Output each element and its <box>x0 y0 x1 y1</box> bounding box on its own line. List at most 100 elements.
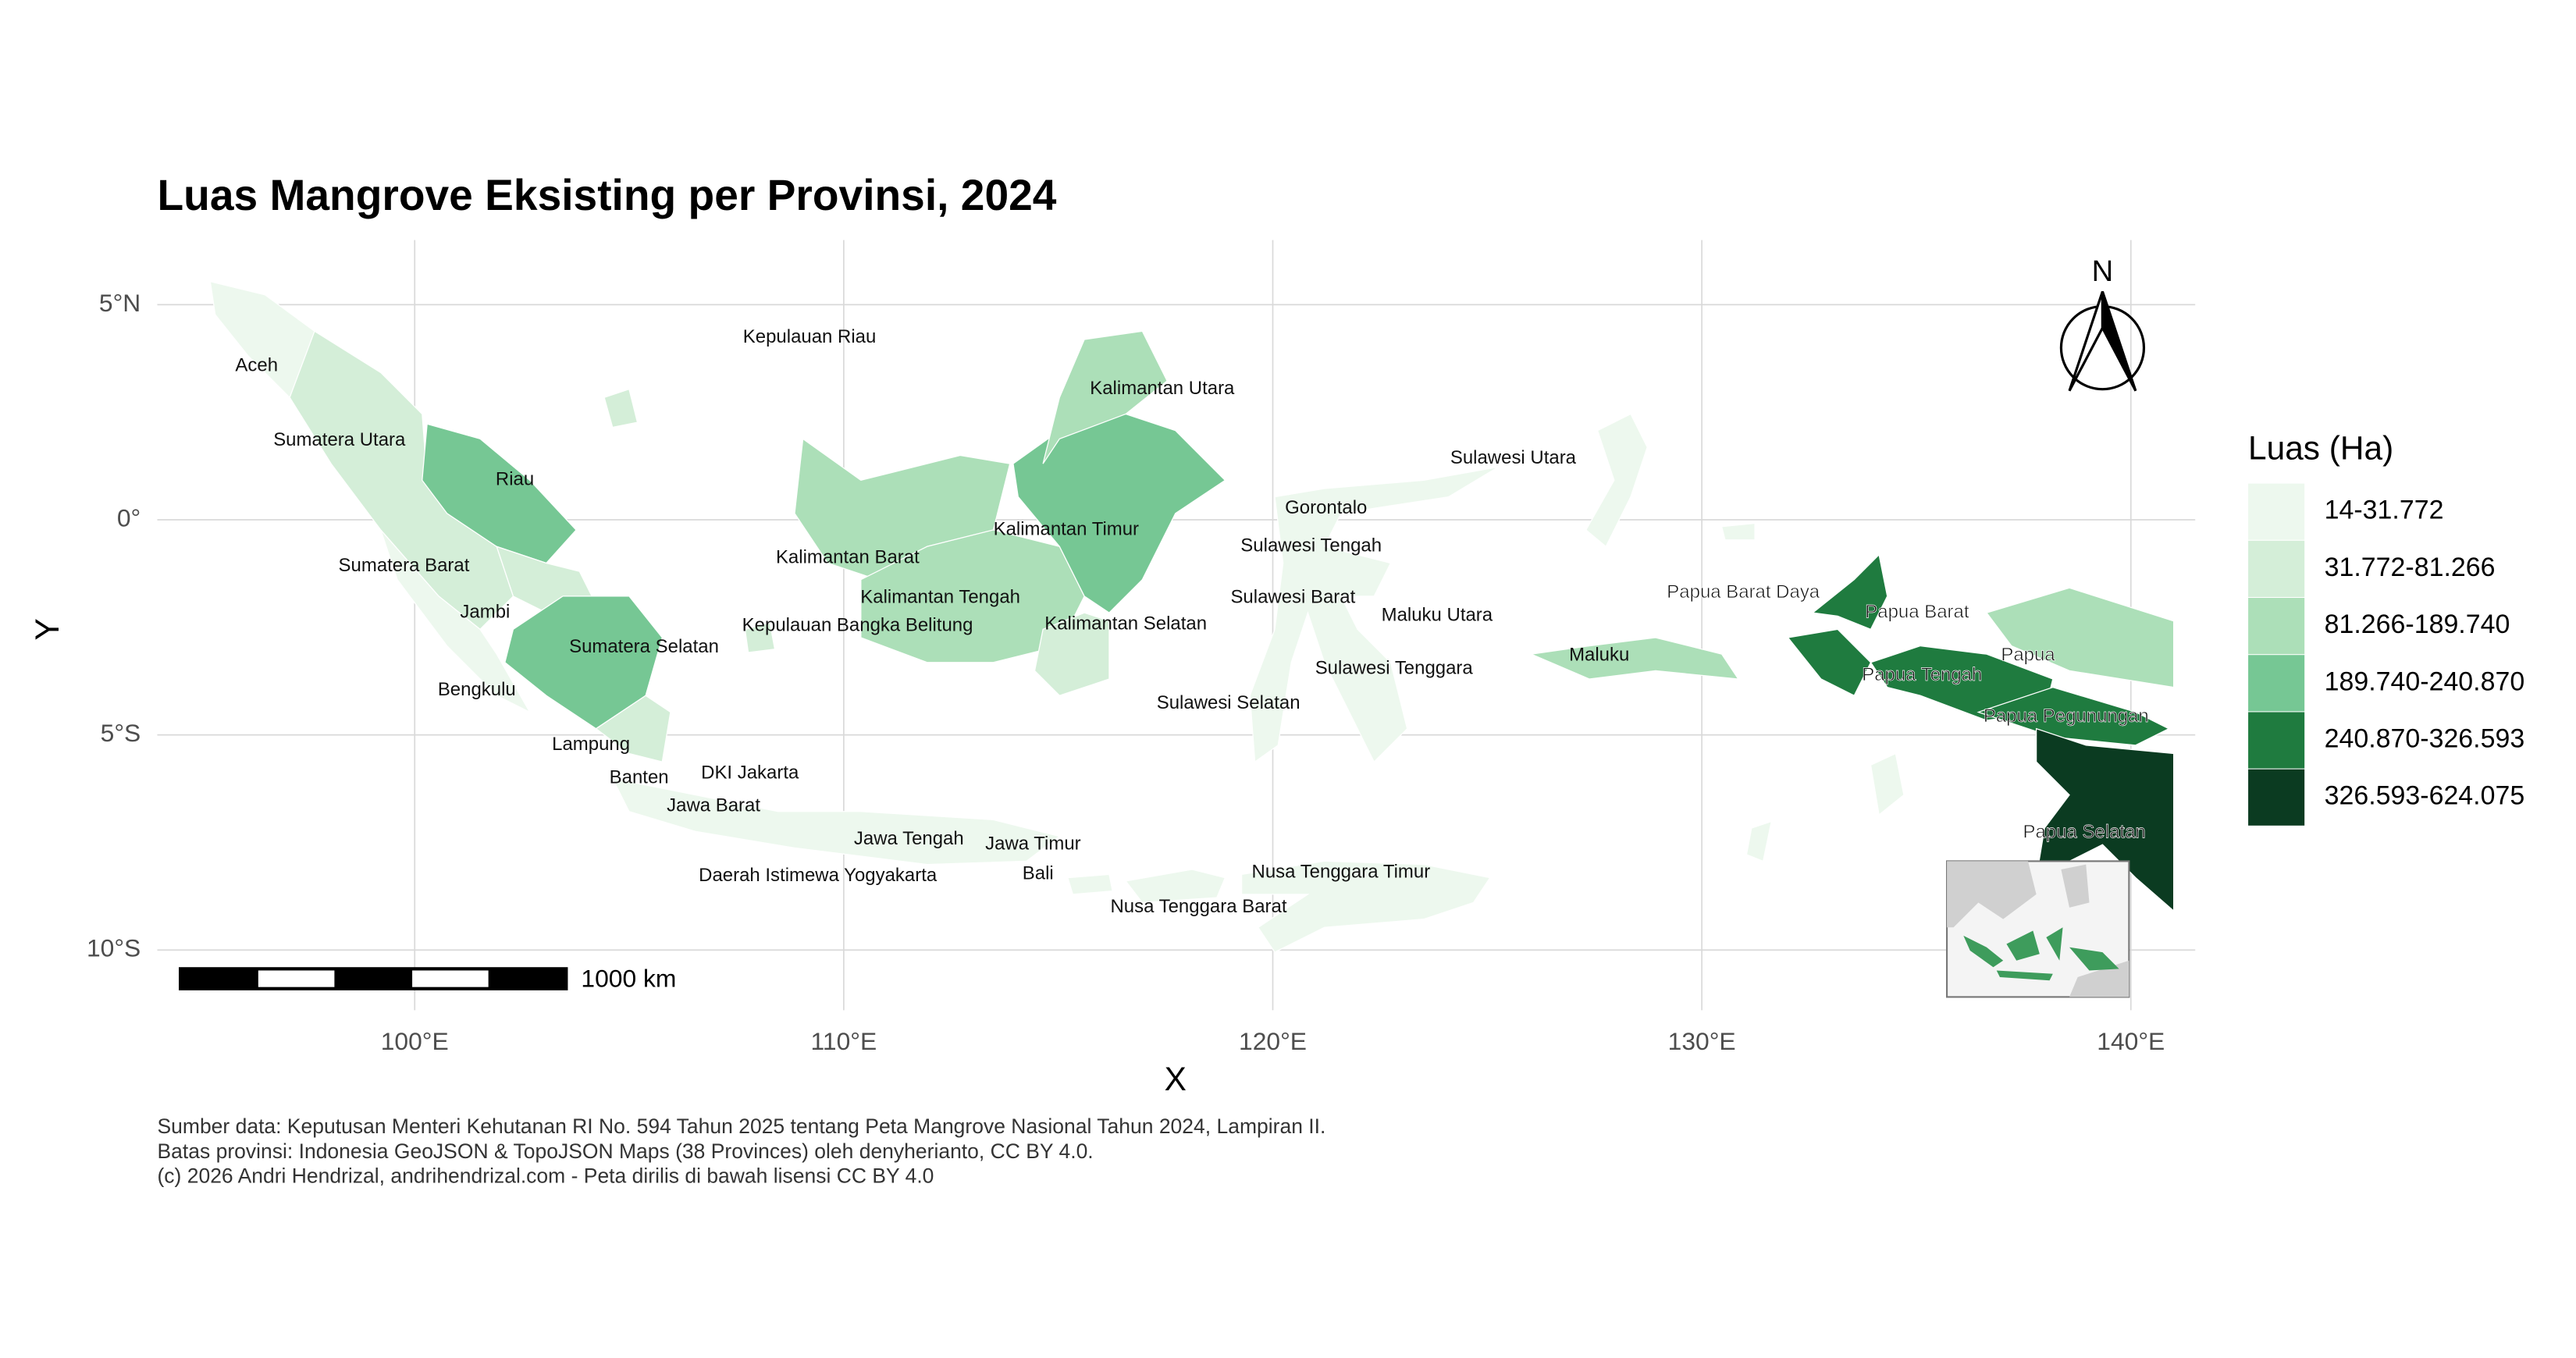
x-tick-label: 110°E <box>811 1027 877 1055</box>
province-label: DKI Jakarta <box>701 762 799 783</box>
province-label: Aceh <box>235 354 278 375</box>
province-label: Jawa Tengah <box>854 828 964 849</box>
province-label: Jambi <box>460 601 510 622</box>
province-label: Papua <box>2001 645 2055 666</box>
caption-line: (c) 2026 Andri Hendrizal, andrihendrizal… <box>157 1164 934 1188</box>
province-label: Lampung <box>552 734 630 755</box>
province-label: Papua Pegunungan <box>1984 706 2149 727</box>
province-label: Bengkulu <box>438 679 516 700</box>
legend-label: 189.740-240.870 <box>2325 667 2525 696</box>
province-label: Maluku Utara <box>1382 605 1493 626</box>
province-shape <box>1720 522 1756 541</box>
north-label: N <box>2092 254 2114 288</box>
province-shape <box>1067 873 1113 895</box>
scale-bar: 1000 km <box>179 965 676 993</box>
x-tick-label: 140°E <box>2097 1027 2165 1055</box>
legend-swatch <box>2248 712 2305 769</box>
province-label: Banten <box>610 767 669 788</box>
province-shape <box>1042 330 1168 464</box>
legend-label: 14-31.772 <box>2325 496 2444 525</box>
province-shape <box>611 777 1061 866</box>
legend-swatch <box>2248 598 2305 655</box>
province-shape <box>1529 637 1740 680</box>
province-label: Nusa Tenggara Barat <box>1110 896 1286 917</box>
inset-indonesia <box>1963 927 2119 981</box>
province-label: Jawa Barat <box>667 795 760 816</box>
scale-bar-frame <box>179 967 568 990</box>
province-shape <box>1870 752 1905 816</box>
province-label: Nusa Tenggara Timur <box>1252 862 1431 883</box>
province-label: Papua Tengah <box>1862 664 1982 685</box>
legend-swatch <box>2248 769 2305 826</box>
province-shape <box>2035 727 2175 912</box>
province-label: Kalimantan Timur <box>994 518 1139 539</box>
province-shape <box>1240 860 1491 953</box>
province-label: Kepulauan Riau <box>743 326 877 347</box>
province-shape <box>1811 553 1888 631</box>
province-shape <box>595 695 671 763</box>
legend-label: 31.772-81.266 <box>2325 553 2496 582</box>
province-label: Jawa Timur <box>985 834 1081 855</box>
legend-swatch <box>2248 483 2305 540</box>
province-shape <box>1985 587 2175 688</box>
province-label: Sulawesi Barat <box>1230 586 1355 607</box>
legend: 14-31.772 31.772-81.266 81.266-189.740 189.… <box>2248 483 2525 826</box>
province-label: Daerah Istimewa Yogyakarta <box>699 865 938 886</box>
y-tick-label: 5°S <box>101 719 141 747</box>
province-label: Kalimantan Tengah <box>860 586 1020 607</box>
province-label: Maluku <box>1569 645 1629 666</box>
north-arrow-left <box>2068 290 2105 392</box>
province-label: Sumatera Selatan <box>569 636 719 657</box>
map-title: Luas Mangrove Eksisting per Provinsi, 20… <box>157 171 1056 219</box>
province-label: Kalimantan Selatan <box>1044 613 1207 634</box>
legend-swatch <box>2248 655 2305 712</box>
scale-bar-segment <box>412 970 489 987</box>
province-shape <box>603 388 639 428</box>
y-tick-label: 5°N <box>99 289 141 317</box>
x-tick-label: 120°E <box>1239 1027 1307 1055</box>
province-label: Papua Barat <box>1865 601 1969 622</box>
province-label: Papua Barat Daya <box>1667 581 1820 603</box>
province-label: Kepulauan Bangka Belitung <box>742 614 973 635</box>
province-label: Gorontalo <box>1285 497 1367 518</box>
y-tick-label: 10°S <box>87 934 141 962</box>
province-shape <box>1745 820 1773 862</box>
caption: Sumber data: Keputusan Menteri Kehutanan… <box>157 1114 1325 1188</box>
x-tick-label: 100°E <box>381 1027 449 1055</box>
legend-label: 240.870-326.593 <box>2325 723 2525 753</box>
scale-bar-label: 1000 km <box>581 965 676 993</box>
legend-label: 81.266-189.740 <box>2325 610 2510 639</box>
province-label: Sumatera Utara <box>273 429 406 450</box>
caption-line: Batas provinsi: Indonesia GeoJSON & Topo… <box>157 1139 1093 1163</box>
legend-title: Luas (Ha) <box>2248 429 2393 466</box>
province-label: Bali <box>1023 863 1054 884</box>
province-shape <box>1585 413 1648 548</box>
province-label: Papua Selatan <box>2023 822 2146 843</box>
province-shape <box>1125 869 1226 904</box>
inset-land <box>1947 861 2037 928</box>
legend-swatch <box>2248 540 2305 597</box>
province-shape <box>744 622 776 653</box>
legend-label: 326.593-624.075 <box>2325 781 2525 811</box>
north-arrow-right <box>2101 290 2137 392</box>
inset-land <box>2061 864 2129 997</box>
province-label: Riau <box>496 469 534 490</box>
province-label: Sulawesi Utara <box>1450 447 1577 468</box>
province-shape <box>1787 628 1872 697</box>
land <box>209 280 2175 953</box>
y-axis-title: Y <box>29 618 66 640</box>
inset-map <box>1946 860 2130 998</box>
province-shape <box>1034 612 1110 696</box>
scale-bar-segment <box>258 970 335 987</box>
province-labels: Aceh Sumatera Utara Riau Sumatera Barat Jamb… <box>235 326 2149 917</box>
province-shape <box>1249 466 1499 763</box>
y-tick-label: 0° <box>117 503 141 531</box>
caption-line: Sumber data: Keputusan Menteri Kehutanan… <box>157 1114 1325 1138</box>
province-label: Kalimantan Barat <box>776 546 920 567</box>
province-label: Sumatera Barat <box>339 555 470 576</box>
x-axis-title: X <box>1165 1061 1187 1097</box>
province-label: Sulawesi Tenggara <box>1315 658 1474 679</box>
province-label: Kalimantan Utara <box>1090 378 1235 399</box>
